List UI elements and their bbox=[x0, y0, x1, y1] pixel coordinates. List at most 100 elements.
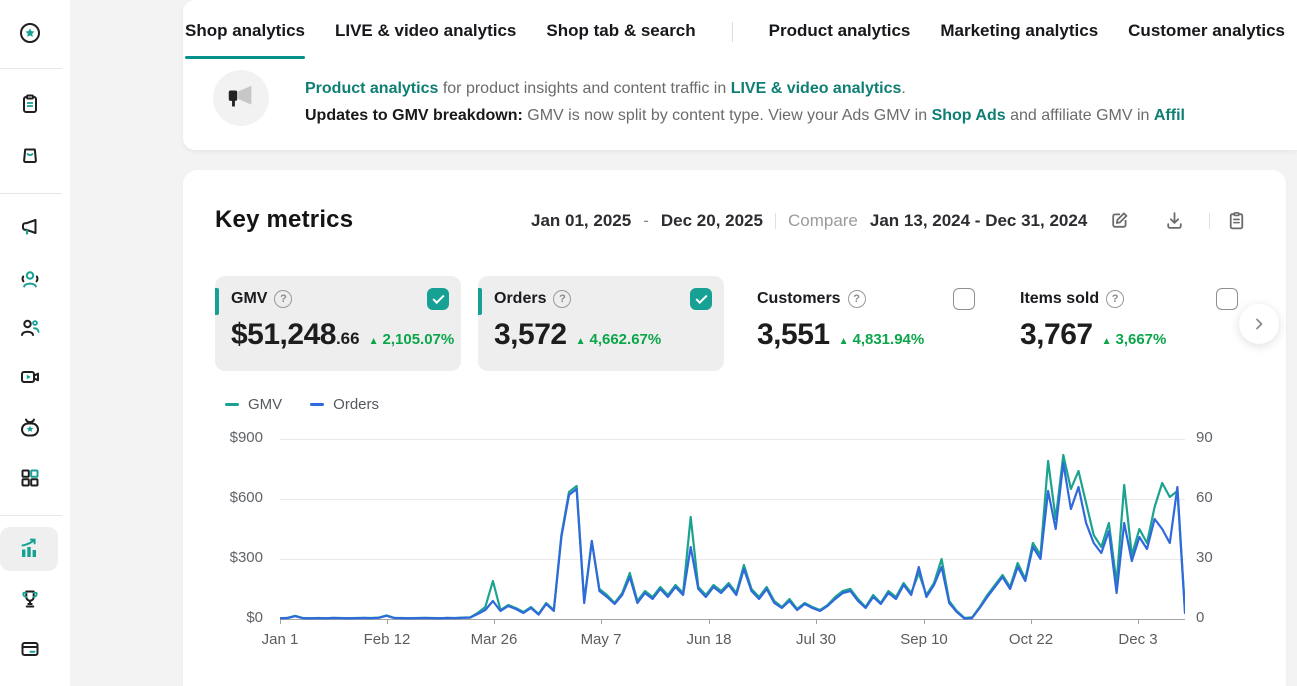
up-arrow-icon: ▲ bbox=[838, 336, 849, 347]
tab-divider bbox=[731, 22, 733, 42]
download-icon[interactable] bbox=[1160, 210, 1189, 231]
metric-value: 3,767 bbox=[1020, 318, 1093, 351]
legend-item-orders[interactable]: Orders bbox=[310, 396, 379, 413]
tab-live-video-analytics[interactable]: LIVE & video analytics bbox=[335, 1, 516, 63]
report-icon[interactable] bbox=[1222, 210, 1251, 231]
analytics-chart-icon[interactable] bbox=[0, 527, 58, 571]
y-axis-label: $600 bbox=[229, 489, 263, 506]
gridline bbox=[280, 439, 1185, 440]
chart-series-canvas[interactable] bbox=[280, 434, 1185, 624]
metric-label: Orders bbox=[494, 290, 547, 307]
up-arrow-icon: ▲ bbox=[1101, 336, 1112, 347]
y-axis-label: $300 bbox=[229, 549, 263, 566]
metric-delta-value: 3,667% bbox=[1115, 331, 1167, 348]
help-icon[interactable]: ? bbox=[274, 290, 293, 308]
announcement-text-segment: . bbox=[901, 80, 906, 97]
announcement-text-segment: for product insights and content traffic… bbox=[438, 80, 731, 97]
tab-shop-tab-search[interactable]: Shop tab & search bbox=[546, 1, 695, 63]
tab-customer-analytics[interactable]: Customer analytics bbox=[1128, 1, 1285, 63]
metric-delta-value: 2,105.07% bbox=[382, 331, 455, 348]
x-axis-label: Jul 30 bbox=[795, 631, 837, 648]
live-tv-icon[interactable] bbox=[8, 406, 52, 450]
compare-range[interactable]: Jan 13, 2024 - Dec 31, 2024 bbox=[869, 210, 1088, 230]
metric-checkbox[interactable] bbox=[1216, 288, 1238, 310]
metric-checkbox[interactable] bbox=[953, 288, 975, 310]
axis-tick bbox=[816, 619, 817, 624]
gmv-breakdown-label: Updates to GMV breakdown: bbox=[305, 107, 523, 124]
gridline bbox=[280, 499, 1185, 500]
apps-grid-icon[interactable] bbox=[8, 456, 52, 500]
customers-people-icon[interactable] bbox=[8, 306, 52, 350]
announcement-text: Product analytics for product insights a… bbox=[305, 70, 1185, 129]
help-icon[interactable]: ? bbox=[553, 290, 572, 308]
metric-delta-value: 4,662.67% bbox=[589, 331, 662, 348]
live-video-analytics-link[interactable]: LIVE & video analytics bbox=[730, 80, 902, 97]
divider bbox=[1209, 212, 1211, 229]
analytics-tabs: Shop analytics LIVE & video analytics Sh… bbox=[185, 0, 1285, 64]
metric-cards: GMV? $51,248.66 ▲ 2,105.07% Orders? 3,572 ▲… bbox=[215, 276, 1250, 371]
y-axis-right-label: 30 bbox=[1196, 549, 1213, 566]
next-metrics-button[interactable] bbox=[1239, 304, 1279, 344]
announcement-line-1: Product analytics for product insights a… bbox=[305, 75, 1185, 102]
y-axis-right-label: 90 bbox=[1196, 429, 1213, 446]
x-axis-label: Feb 12 bbox=[363, 631, 411, 648]
metric-delta: ▲ 3,667% bbox=[1102, 331, 1167, 348]
metric-card-customers[interactable]: Customers? 3,551 ▲ 4,831.94% bbox=[741, 276, 987, 371]
shop-ads-link[interactable]: Shop Ads bbox=[931, 107, 1006, 124]
axis-tick bbox=[1138, 619, 1139, 624]
chart-legend: GMV Orders bbox=[225, 396, 379, 413]
x-axis-line bbox=[280, 619, 1185, 620]
date-controls: Jan 01, 2025 - Dec 20, 2025 Compare Jan … bbox=[531, 210, 1251, 231]
marketing-megaphone-icon[interactable] bbox=[8, 205, 52, 249]
metric-value-decimal: .66 bbox=[335, 329, 360, 348]
product-analytics-link[interactable]: Product analytics bbox=[305, 80, 439, 97]
compare-label: Compare bbox=[787, 210, 858, 230]
help-icon[interactable]: ? bbox=[847, 290, 866, 308]
tab-shop-analytics[interactable]: Shop analytics bbox=[185, 1, 305, 63]
metric-checkbox[interactable] bbox=[427, 288, 449, 310]
help-icon[interactable]: ? bbox=[1106, 290, 1125, 308]
legend-item-gmv[interactable]: GMV bbox=[225, 396, 282, 413]
metric-delta-value: 4,831.94% bbox=[852, 331, 925, 348]
x-axis-label: Sep 10 bbox=[900, 631, 948, 648]
tab-marketing-analytics[interactable]: Marketing analytics bbox=[940, 1, 1098, 63]
announcement-banner: Product analytics for product insights a… bbox=[213, 70, 1297, 129]
x-axis-label: Jan 1 bbox=[261, 631, 299, 648]
metric-delta: ▲ 2,105.07% bbox=[369, 331, 455, 348]
analytics-header: Shop analytics LIVE & video analytics Sh… bbox=[183, 0, 1297, 150]
metric-value: 3,551 bbox=[757, 318, 830, 351]
up-arrow-icon: ▲ bbox=[368, 336, 379, 347]
products-bag-icon[interactable] bbox=[8, 132, 52, 176]
x-axis-label: Mar 26 bbox=[470, 631, 518, 648]
finance-card-icon[interactable] bbox=[8, 627, 52, 671]
edit-icon[interactable] bbox=[1105, 210, 1134, 231]
orders-clipboard-icon[interactable] bbox=[8, 82, 52, 126]
tab-product-analytics[interactable]: Product analytics bbox=[769, 1, 911, 63]
y-axis-label: $900 bbox=[229, 429, 263, 446]
accent-bar bbox=[215, 288, 219, 315]
metric-card-items-sold[interactable]: Items sold? 3,767 ▲ 3,667% bbox=[1004, 276, 1250, 371]
home-star-icon[interactable] bbox=[8, 11, 52, 55]
orders-line-swatch bbox=[310, 403, 325, 406]
gridline bbox=[280, 559, 1185, 560]
x-axis-label: May 7 bbox=[580, 631, 622, 648]
metric-label: GMV bbox=[231, 290, 268, 307]
metric-card-orders[interactable]: Orders? 3,572 ▲ 4,662.67% bbox=[478, 276, 724, 371]
megaphone-icon bbox=[213, 70, 269, 126]
sidebar-divider bbox=[0, 515, 62, 516]
metric-card-gmv[interactable]: GMV? $51,248.66 ▲ 2,105.07% bbox=[215, 276, 461, 371]
content-video-icon[interactable] bbox=[8, 355, 52, 399]
legend-label: Orders bbox=[333, 396, 380, 413]
rewards-trophy-icon[interactable] bbox=[8, 577, 52, 621]
affiliate-link[interactable]: Affil bbox=[1153, 107, 1185, 124]
metric-checkbox[interactable] bbox=[690, 288, 712, 310]
x-axis-label: Dec 3 bbox=[1118, 631, 1158, 648]
date-range-end[interactable]: Dec 20, 2025 bbox=[660, 210, 763, 230]
metric-delta: ▲ 4,662.67% bbox=[576, 331, 662, 348]
y-axis-right-label: 60 bbox=[1196, 489, 1213, 506]
date-range-start[interactable]: Jan 01, 2025 bbox=[531, 210, 632, 230]
axis-tick bbox=[494, 619, 495, 624]
axis-tick bbox=[709, 619, 710, 624]
affiliate-creator-icon[interactable] bbox=[8, 257, 52, 301]
